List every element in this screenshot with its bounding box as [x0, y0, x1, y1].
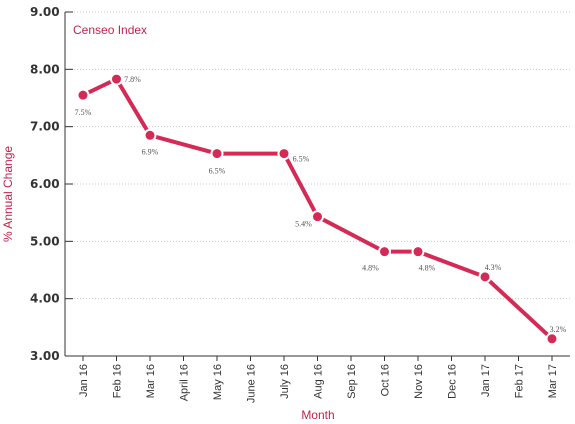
data-label: 5.4% [295, 220, 312, 229]
data-point [143, 128, 157, 142]
data-label: 4.8% [419, 264, 436, 273]
y-tick-label: 9.00 [30, 5, 60, 19]
data-label: 7.8% [124, 75, 141, 84]
x-tick-label: Jan 16 [78, 364, 90, 397]
data-label: 4.3% [485, 263, 502, 272]
x-tick-label: Jan 17 [480, 364, 492, 397]
x-tick-label: Aug 16 [313, 364, 325, 399]
y-tick-label: 7.00 [30, 120, 60, 134]
data-point [478, 270, 492, 284]
x-tick-label: Oct 16 [380, 364, 392, 396]
y-tick-label: 6.00 [30, 177, 60, 191]
x-tick-label: July 16 [279, 364, 291, 399]
data-point [110, 72, 123, 86]
data-label: 3.2% [550, 325, 567, 334]
x-tick-label: Mar 16 [145, 364, 157, 398]
data-label: 6.5% [293, 155, 310, 164]
data-label: 4.8% [362, 264, 379, 273]
x-tick-label: April 16 [179, 364, 191, 401]
series [76, 72, 559, 346]
data-point [210, 147, 224, 161]
data-point [378, 245, 391, 259]
data-point [76, 88, 90, 102]
data-label: 7.5% [75, 108, 92, 117]
series-line [81, 77, 554, 341]
data-label: 6.5% [209, 167, 226, 176]
x-tick-label: Feb 17 [514, 364, 526, 398]
y-tick-label: 8.00 [30, 62, 60, 76]
x-axis-title: Month [301, 408, 334, 422]
y-axis-title: % Annual Change [1, 146, 15, 242]
data-point [277, 147, 291, 161]
x-tick-label: June 16 [246, 364, 258, 403]
axes: 3.00 4.00 5.00 6.00 7.00 8.00 9.00 Jan 16 Feb 16… [30, 5, 570, 403]
data-point [411, 245, 425, 259]
grid [65, 11, 570, 357]
legend-series-name: Censeo Index [73, 23, 147, 37]
y-tick-label: 4.00 [30, 292, 60, 306]
y-tick-label: 5.00 [30, 234, 60, 248]
data-labels: 7.5% 7.8% 6.9% 6.5% 6.5% 5.4% 4.8% 4.8% 4.3% 3.2% [75, 75, 567, 334]
x-tick-label: Nov 16 [413, 364, 425, 399]
x-tick-label: Feb 16 [112, 364, 124, 398]
data-point [545, 332, 559, 346]
x-tick-label: May 16 [212, 364, 224, 400]
data-label: 6.9% [142, 147, 159, 156]
x-tick-label: Sep 16 [346, 364, 358, 399]
y-tick-label: 3.00 [30, 349, 60, 363]
x-tick-label: Dec 16 [447, 364, 459, 399]
data-point [311, 210, 324, 224]
x-tick-label: Mar 17 [547, 364, 559, 398]
